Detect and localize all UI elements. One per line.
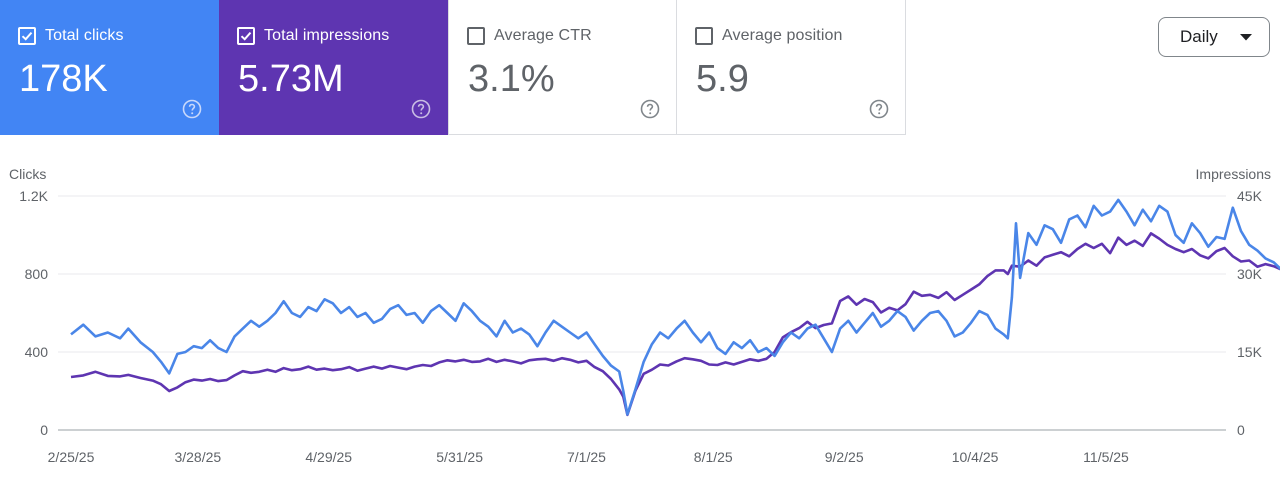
checkmark-icon xyxy=(21,31,33,41)
right-tick-label: 45K xyxy=(1237,188,1263,204)
total-impressions-value: 5.73M xyxy=(238,58,344,100)
x-tick-label: 9/2/25 xyxy=(825,449,864,465)
total-clicks-value: 178K xyxy=(19,58,108,100)
performance-chart[interactable]: Clicks Impressions 0 400 800 1.2K 0 15K 30K 45… xyxy=(0,150,1280,480)
total-clicks-header: Total clicks xyxy=(18,27,124,45)
average-ctr-card[interactable]: Average CTR 3.1% xyxy=(448,0,677,135)
clicks-line xyxy=(70,198,1280,416)
metric-cards: Total clicks 178K Total impressions 5.73… xyxy=(0,0,906,135)
help-icon[interactable] xyxy=(182,99,202,119)
x-tick-label: 5/31/25 xyxy=(436,449,483,465)
left-tick-label: 400 xyxy=(25,344,49,360)
left-tick-label: 0 xyxy=(40,422,48,438)
left-axis-ticks: 0 400 800 1.2K xyxy=(19,188,48,438)
x-tick-label: 7/1/25 xyxy=(567,449,606,465)
x-axis-ticks: 2/25/25 3/28/25 4/29/25 5/31/25 7/1/25 8/1/25… xyxy=(48,449,1129,465)
average-position-checkbox[interactable] xyxy=(695,27,713,45)
impressions-line xyxy=(70,232,1280,417)
total-clicks-card[interactable]: Total clicks 178K xyxy=(0,0,219,135)
x-tick-label: 11/5/25 xyxy=(1083,449,1129,465)
help-icon[interactable] xyxy=(411,99,431,119)
checkmark-icon xyxy=(240,31,252,41)
total-clicks-label: Total clicks xyxy=(45,27,124,44)
chart-grid xyxy=(58,195,1226,431)
total-impressions-checkbox[interactable] xyxy=(237,27,255,45)
x-tick-label: 2/25/25 xyxy=(48,449,95,465)
right-axis-ticks: 0 15K 30K 45K xyxy=(1237,188,1263,438)
help-icon[interactable] xyxy=(869,99,889,119)
period-dropdown[interactable]: Daily xyxy=(1158,17,1270,57)
right-tick-label: 0 xyxy=(1237,422,1245,438)
total-clicks-checkbox[interactable] xyxy=(18,27,36,45)
x-tick-label: 4/29/25 xyxy=(305,449,352,465)
chart-lines xyxy=(70,198,1280,417)
average-ctr-label: Average CTR xyxy=(494,27,592,44)
average-ctr-header: Average CTR xyxy=(467,27,592,45)
average-ctr-value: 3.1% xyxy=(468,58,555,100)
caret-down-icon xyxy=(1240,34,1252,41)
right-axis-title: Impressions xyxy=(1196,166,1271,182)
x-tick-label: 8/1/25 xyxy=(694,449,733,465)
period-dropdown-value: Daily xyxy=(1180,27,1218,46)
average-ctr-checkbox[interactable] xyxy=(467,27,485,45)
x-tick-label: 3/28/25 xyxy=(174,449,221,465)
left-tick-label: 1.2K xyxy=(19,188,48,204)
average-position-label: Average position xyxy=(722,27,843,44)
help-icon[interactable] xyxy=(640,99,660,119)
right-tick-label: 30K xyxy=(1237,266,1263,282)
left-axis-title: Clicks xyxy=(9,166,46,182)
average-position-value: 5.9 xyxy=(696,58,749,100)
total-impressions-card[interactable]: Total impressions 5.73M xyxy=(219,0,448,135)
average-position-card[interactable]: Average position 5.9 xyxy=(677,0,906,135)
total-impressions-header: Total impressions xyxy=(237,27,389,45)
average-position-header: Average position xyxy=(695,27,843,45)
right-tick-label: 15K xyxy=(1237,344,1263,360)
left-tick-label: 800 xyxy=(25,266,49,282)
x-tick-label: 10/4/25 xyxy=(952,449,999,465)
total-impressions-label: Total impressions xyxy=(264,27,390,44)
